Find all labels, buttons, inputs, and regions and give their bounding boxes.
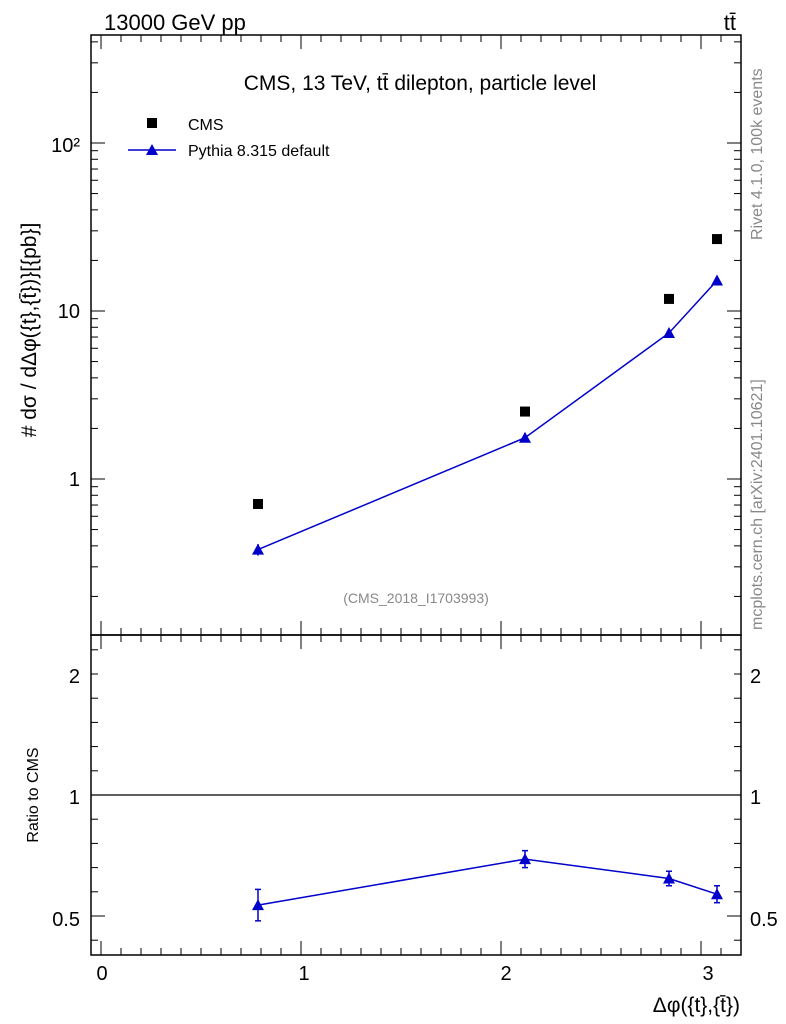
pythia-series-line (257, 279, 718, 551)
y-axis-label: # dσ / dΔφ({t},{t̄})}[{pb}] (18, 223, 41, 438)
pythia-data-point (252, 543, 264, 555)
cms-data-point (664, 293, 674, 304)
pythia-data-point (663, 326, 675, 338)
chart-title: CMS, 13 TeV, tt̄ dilepton, particle leve… (244, 72, 597, 95)
pythia-data-point (519, 431, 531, 443)
y-tick-label-10: 10 (58, 301, 80, 323)
legend-cms-label: CMS (188, 117, 224, 134)
ratio-data-point (252, 899, 264, 911)
pythia-data-point (711, 274, 723, 286)
ratio-y-tick-label-0.5-right: 0.5 (750, 909, 778, 931)
header-left: 13000 GeV pp (104, 10, 246, 35)
y-tick-label-1: 1 (69, 469, 80, 491)
cms-data-point (712, 234, 722, 245)
analysis-id: (CMS_2018_I1703993) (343, 590, 489, 606)
cms-data-point (520, 406, 530, 417)
cms-data-point (253, 498, 263, 509)
x-tick-label-1: 1 (298, 963, 309, 985)
ratio-data-point (711, 888, 723, 900)
x-axis-label: Δφ({t},{t̄}) (653, 994, 740, 1017)
ratio-y-tick-label-1-right: 1 (750, 787, 761, 809)
ratio-y-axis-label: Ratio to CMS (25, 747, 42, 842)
x-tick-label-0: 0 (96, 963, 107, 985)
x-tick-label-3: 3 (702, 963, 713, 985)
ratio-data-point (519, 853, 531, 865)
header-right: tt̄ (724, 10, 736, 35)
axis-ticks (91, 35, 742, 955)
legend-pythia-label: Pythia 8.315 default (188, 143, 330, 160)
x-tick-label-2: 2 (500, 963, 511, 985)
rivet-label: Rivet 4.1.0, 100k events (749, 68, 766, 240)
legend: CMS Pythia 8.315 default (128, 117, 330, 160)
ratio-plot-marks (91, 794, 741, 922)
ratio-y-tick-label-0.5: 0.5 (52, 909, 80, 931)
legend-pythia-marker (146, 144, 158, 155)
legend-cms-marker (147, 118, 157, 128)
ratio-y-tick-label-1: 1 (69, 787, 80, 809)
ratio-series-line (257, 858, 718, 906)
ratio-y-tick-label-2: 2 (69, 666, 80, 688)
y-tick-label-100: 10² (51, 135, 80, 157)
ratio-data-point (663, 872, 675, 884)
mcplots-label: mcplots.cern.ch [arXiv:2401.10621] (749, 379, 766, 630)
ratio-y-tick-label-2-right: 2 (750, 666, 761, 688)
main-plot-marks (252, 234, 723, 556)
